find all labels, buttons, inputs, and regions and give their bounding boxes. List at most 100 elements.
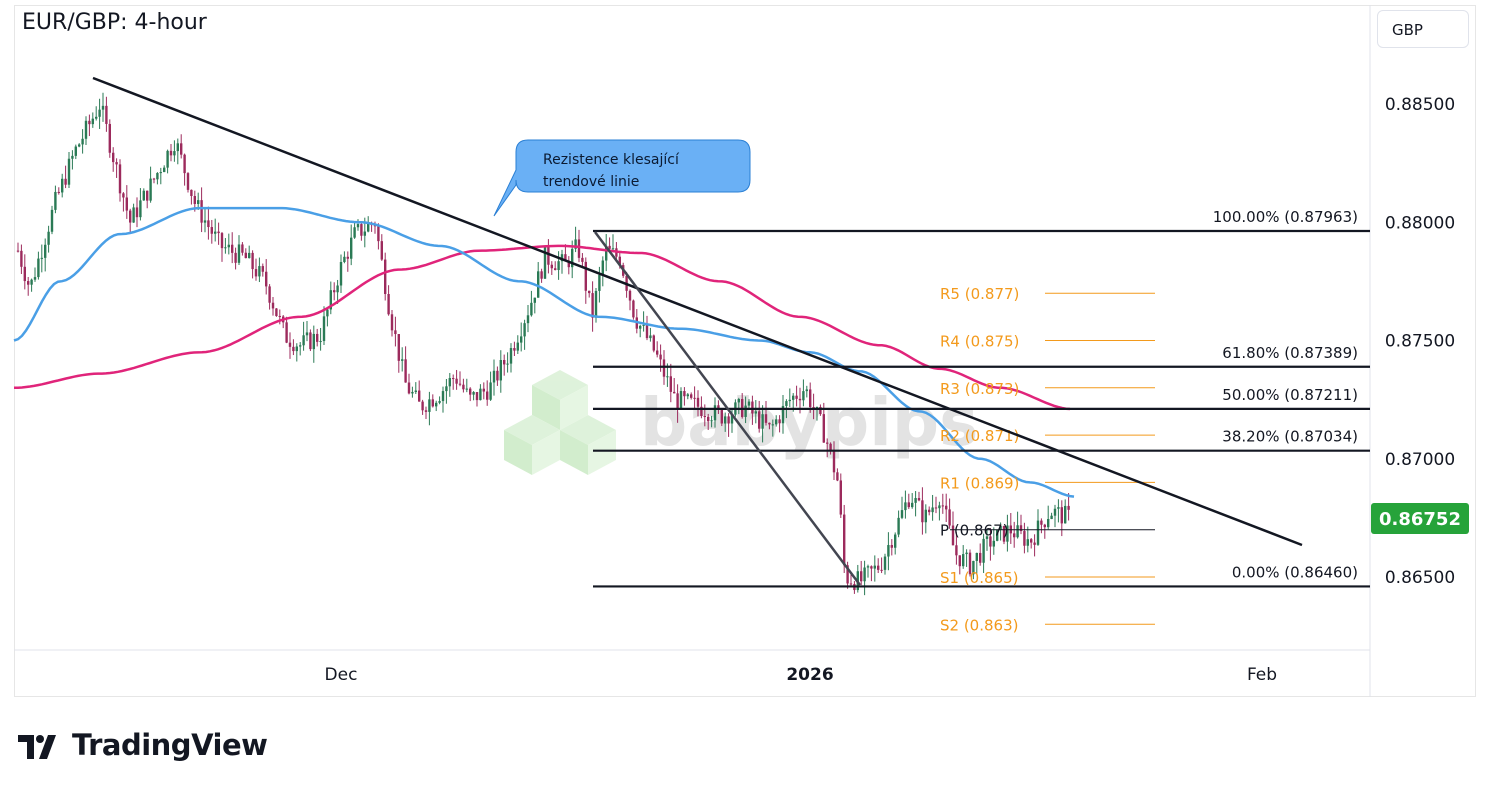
price-tick-label: 0.88500 — [1385, 95, 1455, 115]
callout-line-2: trendové linie — [543, 174, 639, 190]
fib-level-label: 61.80% (0.87389) — [1222, 344, 1358, 362]
chart-frame — [14, 5, 1476, 697]
candle-body — [530, 302, 533, 316]
candle-body — [146, 190, 149, 201]
candle-body — [737, 399, 740, 403]
candle-body — [33, 277, 37, 280]
candle-body — [557, 261, 560, 271]
candle-body — [125, 197, 128, 211]
candle-body — [122, 193, 125, 198]
candle-body — [955, 545, 958, 556]
candle-body — [982, 538, 985, 563]
candle-body — [292, 346, 295, 352]
pivot-level-label: S1 (0.865) — [940, 569, 1018, 587]
candle-body — [764, 414, 768, 423]
candle-body — [71, 155, 74, 159]
candle-body — [836, 472, 839, 481]
candle-body — [258, 266, 261, 277]
slow-moving-average-line — [13, 244, 1071, 411]
candle-body — [27, 281, 30, 285]
candle-body — [407, 382, 411, 394]
candle-body — [431, 399, 434, 407]
candle-body — [339, 262, 343, 286]
pivot-level-label: R4 (0.875) — [940, 333, 1019, 351]
candle-body — [1016, 525, 1019, 538]
candle-body — [472, 392, 475, 395]
candle-body — [418, 390, 421, 402]
candle-body — [475, 392, 479, 401]
candle-body — [540, 271, 543, 279]
candle-body — [550, 264, 553, 269]
resistance-callout[interactable]: Rezistence klesající trendové linie — [493, 139, 751, 217]
candle-body — [166, 150, 169, 168]
candle-body — [173, 151, 176, 156]
candle-body — [81, 138, 84, 145]
price-tick-label: 0.87000 — [1385, 450, 1455, 470]
candle-body — [601, 260, 604, 275]
candle-body — [870, 566, 873, 569]
fib-level-label: 0.00% (0.86460) — [1232, 563, 1358, 581]
candlestick-series — [16, 92, 1070, 596]
candle-body — [64, 178, 67, 185]
candle-body — [482, 388, 485, 392]
candle-body — [428, 399, 431, 412]
candle-body — [316, 333, 319, 342]
currency-button[interactable]: GBP — [1377, 10, 1469, 48]
pivot-level-label: R2 (0.871) — [940, 427, 1019, 445]
candle-body — [931, 507, 934, 513]
candle-body — [873, 565, 876, 569]
candle-body — [1023, 531, 1026, 546]
candle-body — [217, 231, 220, 234]
candle-body — [819, 406, 822, 415]
candle-body — [911, 502, 914, 508]
pivot-level-label: R1 (0.869) — [940, 474, 1019, 492]
candle-body — [302, 335, 305, 346]
candle-body — [591, 293, 594, 318]
candle-body — [938, 505, 941, 509]
candle-body — [319, 341, 322, 343]
candle-body — [747, 401, 751, 406]
candle-body — [843, 514, 846, 566]
candle-body — [112, 152, 115, 163]
candle-body — [894, 534, 897, 548]
candle-body — [95, 116, 98, 119]
candle-body — [632, 300, 635, 318]
descending-trendline[interactable] — [92, 76, 1303, 547]
candle-body — [690, 394, 693, 398]
candle-body — [826, 442, 829, 444]
candle-body — [360, 224, 363, 236]
candle-body — [649, 335, 652, 339]
candle-body — [1030, 539, 1033, 543]
candle-body — [414, 390, 417, 392]
candle-body — [656, 350, 659, 355]
price-tick-label: 0.86500 — [1385, 568, 1455, 588]
drop-trendline[interactable] — [594, 231, 861, 586]
candle-body — [866, 566, 870, 568]
candle-body — [57, 191, 60, 193]
candle-body — [394, 330, 397, 335]
candle-body — [1060, 507, 1063, 524]
candle-body — [945, 505, 948, 510]
candle-body — [404, 359, 407, 383]
candle-body — [900, 510, 904, 518]
candle-body — [214, 231, 217, 234]
candle-body — [611, 248, 615, 250]
candle-body — [275, 308, 278, 316]
candle-body — [662, 359, 666, 377]
candle-body — [152, 178, 156, 180]
candle-body — [203, 220, 207, 223]
moving-averages — [13, 206, 1075, 498]
candle-body — [537, 271, 540, 298]
candle-body — [108, 123, 111, 153]
candle-body — [156, 173, 159, 180]
candle-body — [860, 571, 863, 582]
candle-body — [278, 315, 281, 317]
pivot-level-label: R3 (0.873) — [940, 380, 1019, 398]
candle-body — [84, 120, 88, 139]
candle-body — [105, 105, 108, 124]
candle-body — [802, 391, 805, 401]
candle-body — [642, 324, 645, 326]
candle-body — [254, 269, 258, 277]
tradingview-logo[interactable]: TradingView — [18, 728, 268, 762]
